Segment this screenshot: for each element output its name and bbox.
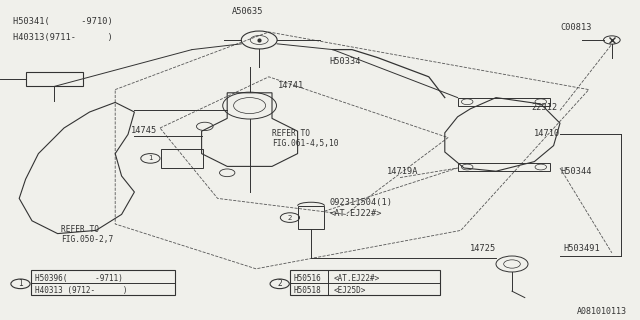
- Text: 2: 2: [277, 279, 282, 288]
- Text: H40313 (9712-      ): H40313 (9712- ): [35, 286, 127, 295]
- Text: <AT.EJ22#>: <AT.EJ22#>: [333, 274, 380, 283]
- Text: <EJ25D>: <EJ25D>: [333, 286, 366, 295]
- Text: A081010113: A081010113: [577, 307, 627, 316]
- Bar: [298, 206, 324, 229]
- Text: H50341(      -9710): H50341( -9710): [13, 17, 113, 26]
- Text: REFER TO: REFER TO: [272, 129, 310, 138]
- Text: H50518: H50518: [294, 286, 321, 295]
- Bar: [31, 270, 175, 295]
- Text: A50635: A50635: [232, 7, 264, 16]
- Text: 14741: 14741: [278, 81, 305, 90]
- Text: 092311504(1): 092311504(1): [330, 198, 392, 207]
- Text: H50396(      -9711): H50396( -9711): [35, 274, 122, 283]
- Text: H503491: H503491: [563, 244, 600, 253]
- Text: 14725: 14725: [470, 244, 497, 253]
- Text: 1: 1: [18, 279, 23, 288]
- Text: FIG.050-2,7: FIG.050-2,7: [61, 235, 113, 244]
- Text: C00813: C00813: [560, 23, 591, 32]
- Text: H50516: H50516: [294, 274, 321, 283]
- Text: 1: 1: [148, 156, 153, 161]
- Text: H50344: H50344: [560, 167, 591, 176]
- Text: 14719A: 14719A: [387, 167, 419, 176]
- Text: 14710: 14710: [534, 129, 561, 138]
- Text: REFER TO: REFER TO: [61, 225, 99, 234]
- Text: 22312: 22312: [531, 103, 557, 112]
- Text: 2: 2: [288, 215, 292, 220]
- Text: 14745: 14745: [131, 126, 157, 135]
- Text: FIG.061-4,5,10: FIG.061-4,5,10: [272, 139, 339, 148]
- Text: H50334: H50334: [330, 57, 361, 66]
- Text: H40313(9711-      ): H40313(9711- ): [13, 33, 113, 42]
- Bar: [161, 149, 203, 168]
- Bar: [290, 270, 440, 295]
- Text: <AT.EJ22#>: <AT.EJ22#>: [330, 209, 382, 218]
- Bar: [26, 72, 83, 86]
